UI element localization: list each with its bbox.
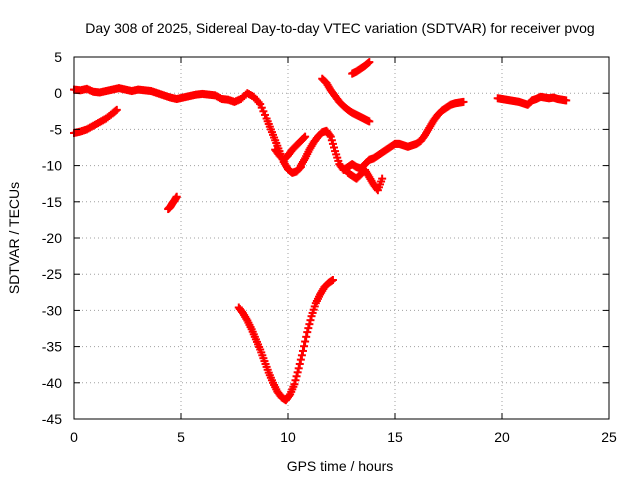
series-arc-late-right <box>493 92 571 109</box>
x-tick-label: 5 <box>177 429 185 445</box>
data-point <box>301 132 310 141</box>
y-tick-label: -15 <box>42 194 62 210</box>
data-point <box>378 174 387 183</box>
data-point <box>295 359 304 368</box>
data-point <box>459 97 468 106</box>
x-tick-label: 10 <box>280 429 296 445</box>
x-tick-label: 25 <box>601 429 617 445</box>
series-arc-cluster-lower <box>343 165 387 195</box>
x-axis-label: GPS time / hours <box>287 458 394 474</box>
y-axis-label: SDTVAR / TECUs <box>6 182 22 294</box>
data-point <box>172 192 181 201</box>
y-tick-label: -20 <box>42 230 62 246</box>
axis-layer: 0 5 10 15 20 25 5 0 -5 -10 -15 -20 -25 -30 -35 -40 -45 <box>42 49 617 445</box>
data-point <box>297 351 306 360</box>
data-point <box>300 133 309 142</box>
y-tick-label: -40 <box>42 375 62 391</box>
y-tick-label: 5 <box>54 49 62 65</box>
data-point <box>294 364 303 373</box>
series-arc-top-right-small <box>348 58 374 78</box>
data-point <box>293 368 302 377</box>
data-point <box>291 376 300 385</box>
plot-frame <box>73 56 610 420</box>
series-arc-small-left <box>164 192 181 214</box>
data-point <box>296 355 305 364</box>
y-tick-label: -35 <box>42 339 62 355</box>
data-point <box>365 58 374 67</box>
x-tick-label: 20 <box>494 429 510 445</box>
data-point <box>298 346 307 355</box>
series-arc-deep-dip <box>234 275 337 405</box>
data-layer <box>70 58 571 405</box>
data-point <box>303 328 312 337</box>
data-point <box>325 131 334 140</box>
y-tick-label: -5 <box>50 121 63 137</box>
data-point <box>290 380 299 389</box>
y-tick-label: 0 <box>54 85 62 101</box>
data-point <box>305 320 314 329</box>
series-arc-top-main <box>70 84 305 177</box>
data-point <box>306 316 315 325</box>
data-point <box>112 105 121 114</box>
x-tick-label: 15 <box>387 429 403 445</box>
data-point <box>300 342 309 351</box>
x-tick-label: 0 <box>70 429 78 445</box>
data-point <box>562 96 571 105</box>
data-point <box>328 275 337 284</box>
series-arc-upper-branch <box>271 132 310 164</box>
y-tick-label: -30 <box>42 302 62 318</box>
y-tick-label: -10 <box>42 158 62 174</box>
y-tick-label: -45 <box>42 411 62 427</box>
data-point <box>301 337 310 346</box>
chart-title: Day 308 of 2025, Sidereal Day-to-day VTE… <box>85 20 594 36</box>
data-point <box>292 372 301 381</box>
data-point <box>304 324 313 333</box>
series-arc-diag-upper <box>318 74 374 126</box>
data-point <box>365 117 374 126</box>
data-point <box>302 332 311 341</box>
y-tick-label: -25 <box>42 266 62 282</box>
